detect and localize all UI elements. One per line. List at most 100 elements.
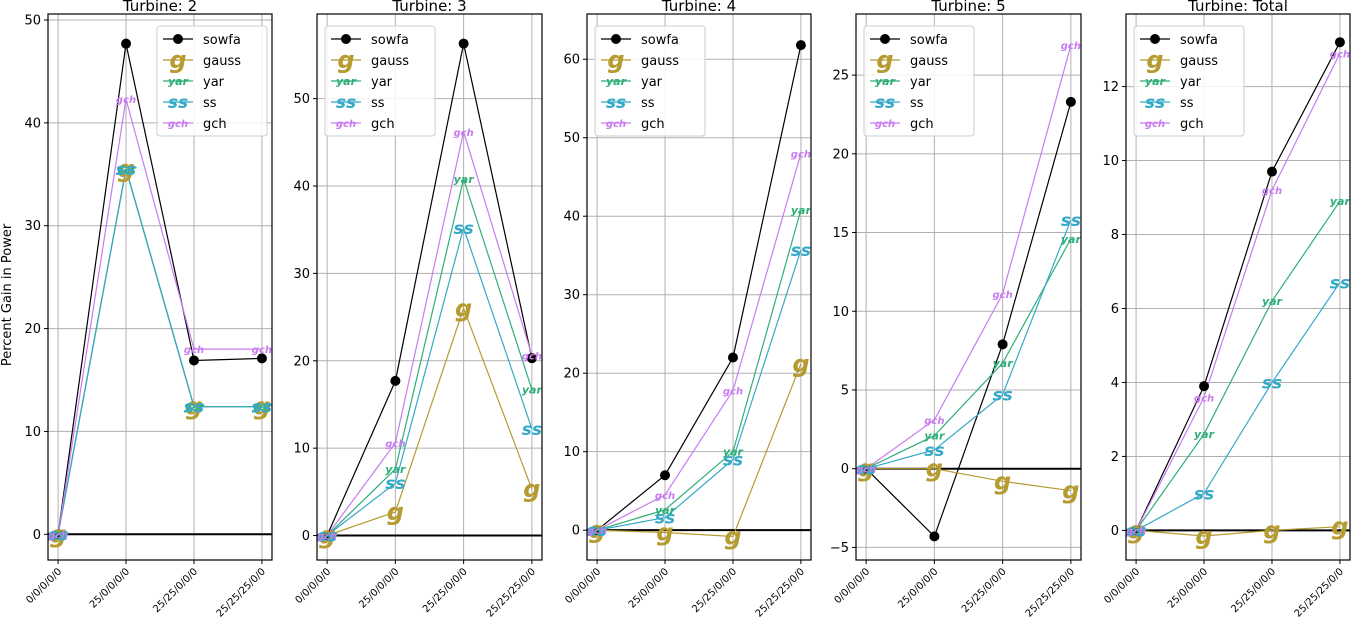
gauss-point: g: [994, 467, 1011, 495]
sowfa-point: [121, 38, 132, 49]
gch-line: [57, 99, 262, 535]
y-tick-label: 15: [832, 226, 849, 241]
sowfa-point: [1199, 381, 1210, 392]
ss-point: ss: [993, 386, 1013, 406]
gauss-point: g: [253, 393, 270, 421]
sowfa-point: [929, 531, 940, 542]
y-tick-label: 0: [841, 462, 849, 477]
y-tick-label: 40: [563, 210, 580, 225]
sowfa-point: [861, 463, 872, 474]
gch-point: gch: [993, 290, 1013, 301]
axes-frame: [47, 13, 273, 561]
ss-point: ss: [606, 93, 626, 113]
yar-line: [596, 209, 802, 531]
x-tick-label: 25/25/0/0/0: [960, 566, 1009, 615]
legend-label-gch: gch: [910, 117, 934, 132]
gauss-point: g: [1195, 522, 1212, 550]
legend-label-gauss: gauss: [910, 54, 948, 69]
yar-point: yar: [655, 504, 676, 517]
y-tick-label: 10: [24, 425, 41, 440]
sowfa-point: [526, 353, 537, 364]
yar-point: yar: [1145, 75, 1166, 88]
yar-point: yar: [1194, 428, 1215, 441]
sowfa-point: [997, 339, 1008, 350]
gch-point: gch: [655, 491, 675, 502]
yar-point: yar: [791, 204, 812, 217]
gauss-line: [326, 306, 533, 537]
ss-point: ss: [184, 398, 204, 418]
legend-box: [324, 25, 436, 137]
yar-line: [865, 238, 1072, 470]
ss-point: ss: [1061, 211, 1081, 231]
gch-point: gch: [587, 526, 607, 537]
y-tick-label: 30: [563, 288, 580, 303]
legend-label-yar: yar: [641, 75, 663, 90]
y-tick-label: 4: [1111, 376, 1119, 391]
yar-point: yar: [1126, 524, 1147, 537]
gauss-point: g: [607, 46, 624, 74]
ss-line: [57, 168, 262, 535]
gauss-point: g: [926, 455, 943, 483]
gch-point: gch: [252, 345, 272, 356]
gch-line: [1135, 53, 1341, 531]
gch-point: gch: [1145, 119, 1165, 130]
ss-point: ss: [1330, 274, 1350, 294]
gauss-point: g: [588, 516, 605, 544]
x-tick-label: 25/0/0/0/0: [357, 566, 401, 610]
sowfa-point: [173, 34, 183, 44]
x-tick-label: 25/25/0/0/0: [1229, 566, 1278, 615]
gch-line: [326, 129, 533, 536]
sowfa-point: [795, 40, 806, 51]
x-tick-label: 0/0/0/0/0: [832, 566, 872, 606]
y-tick-label: 40: [24, 116, 41, 131]
gch-point: gch: [1330, 49, 1350, 60]
gch-point: gch: [606, 119, 626, 130]
gch-point: gch: [1262, 186, 1282, 197]
gauss-point: g: [455, 294, 472, 322]
y-axis-label: Percent Gain in Power: [0, 223, 15, 366]
panel-2: 01020304050ggggyaryaryaryarssssssssgchgc…: [293, 0, 543, 620]
yar-point: yar: [606, 75, 627, 88]
x-tick-label: 25/0/0/0/0: [1166, 566, 1210, 610]
x-tick-label: 25/25/25/0/0: [754, 566, 807, 619]
ss-line: [1135, 282, 1341, 531]
legend-box: [863, 25, 975, 137]
ss-point: ss: [336, 93, 356, 113]
legend-label-sowfa: sowfa: [910, 33, 948, 48]
ss-point: ss: [791, 241, 811, 261]
sowfa-point: [1065, 96, 1076, 107]
sowfa-point: [592, 525, 603, 536]
y-tick-label: 50: [24, 14, 41, 29]
yar-point: yar: [116, 163, 137, 176]
y-tick-label: 2: [1111, 450, 1119, 465]
gch-point: gch: [168, 119, 188, 130]
ss-point: ss: [875, 93, 895, 113]
yar-point: yar: [317, 530, 338, 543]
legend-box: [594, 25, 706, 137]
gauss-point: g: [387, 498, 404, 526]
gauss-point: g: [523, 475, 540, 503]
panel-title: Turbine: 4: [661, 0, 736, 15]
gch-point: gch: [1194, 393, 1214, 404]
gch-point: gch: [924, 416, 944, 427]
sowfa-point: [611, 34, 621, 44]
legend-label-sowfa: sowfa: [641, 33, 679, 48]
yar-point: yar: [993, 357, 1014, 370]
gch-point: gch: [385, 439, 405, 450]
gch-point: gch: [875, 119, 895, 130]
gauss-point: g: [319, 522, 336, 550]
panel-title: Turbine: Total: [1187, 0, 1288, 15]
gauss-point: g: [858, 455, 875, 483]
sowfa-point: [1131, 525, 1142, 536]
ss-point: ss: [317, 527, 337, 547]
legend-label-gch: gch: [641, 117, 665, 132]
gch-point: gch: [116, 95, 136, 106]
ss-line: [865, 219, 1072, 470]
ss-point: ss: [168, 93, 188, 113]
y-tick-label: 60: [563, 53, 580, 68]
gauss-line: [597, 363, 802, 538]
x-tick-label: 25/25/0/0/0: [421, 566, 470, 615]
ss-point: ss: [454, 219, 474, 239]
y-tick-label: 30: [24, 219, 41, 234]
y-tick-label: 0: [302, 529, 310, 544]
